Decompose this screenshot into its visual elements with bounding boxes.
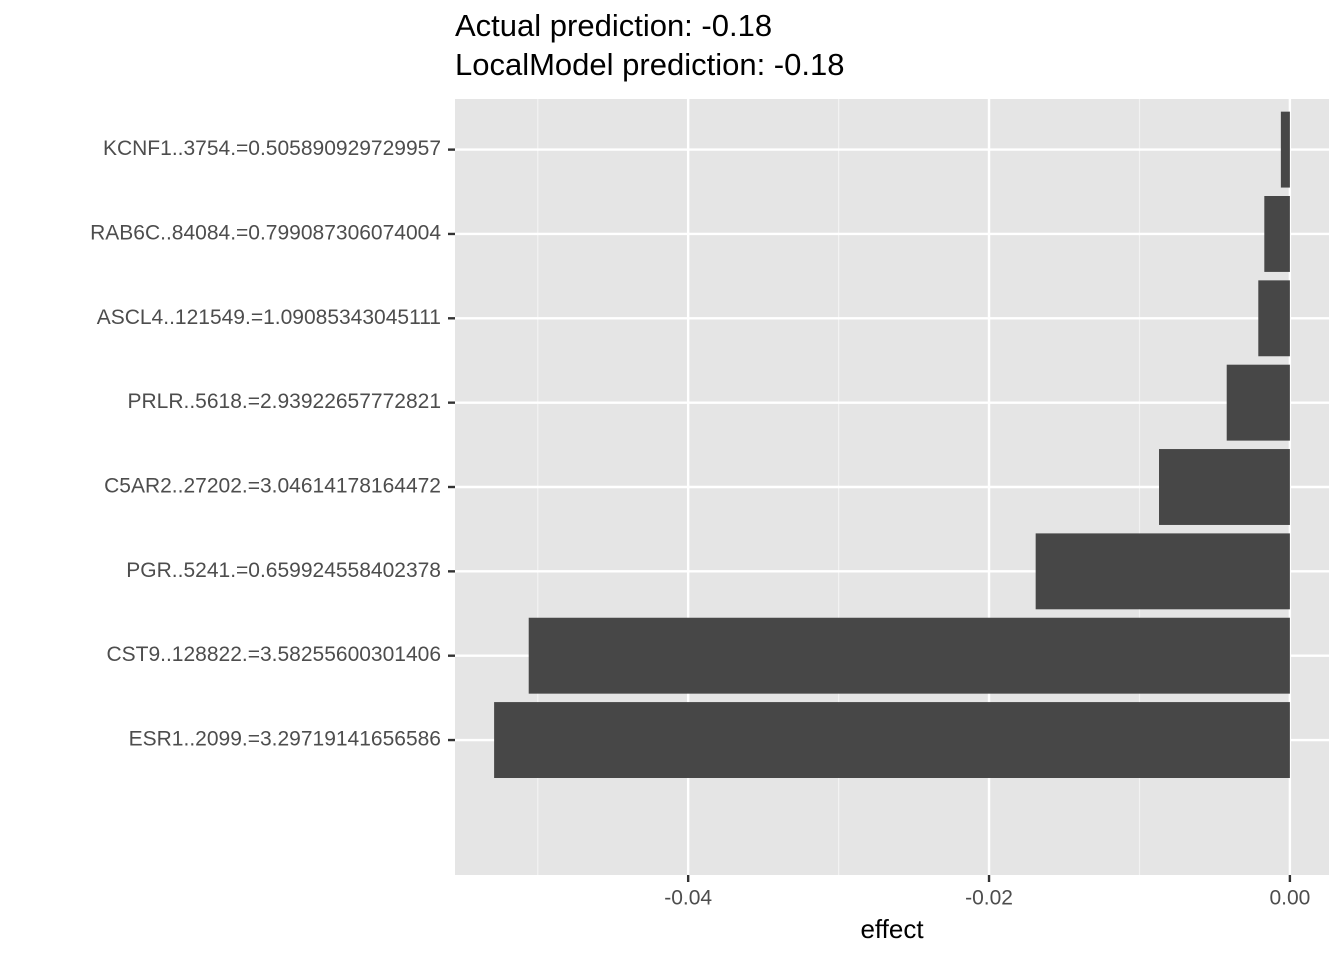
y-tick-label: PRLR..5618.=2.93922657772821 bbox=[127, 390, 441, 413]
y-tick-label: RAB6C..84084.=0.799087306074004 bbox=[90, 222, 441, 245]
bar bbox=[494, 702, 1290, 778]
y-tick-label: C5AR2..27202.=3.04614178164472 bbox=[104, 475, 441, 498]
chart-title: Actual prediction: -0.18 bbox=[455, 8, 772, 43]
y-tick-label: KCNF1..3754.=0.505890929729957 bbox=[103, 137, 441, 160]
y-tick-label: CST9..128822.=3.58255600301406 bbox=[106, 643, 441, 666]
bar bbox=[1159, 449, 1290, 525]
y-tick-label: ASCL4..121549.=1.09085343045111 bbox=[97, 306, 441, 329]
x-tick-label: 0.00 bbox=[1269, 887, 1310, 910]
chart-subtitle: LocalModel prediction: -0.18 bbox=[455, 47, 844, 82]
bar bbox=[1264, 196, 1290, 272]
y-tick-label: ESR1..2099.=3.29719141656586 bbox=[129, 728, 441, 751]
x-axis-label: effect bbox=[860, 914, 924, 944]
bar bbox=[1280, 111, 1290, 188]
y-tick-label: PGR..5241.=0.659924558402378 bbox=[126, 559, 441, 582]
x-tick-label: -0.02 bbox=[965, 887, 1013, 910]
bar bbox=[1226, 364, 1290, 441]
bar bbox=[1258, 280, 1290, 357]
x-tick-label: -0.04 bbox=[664, 887, 712, 910]
bar bbox=[528, 617, 1290, 694]
bar bbox=[1035, 533, 1290, 610]
